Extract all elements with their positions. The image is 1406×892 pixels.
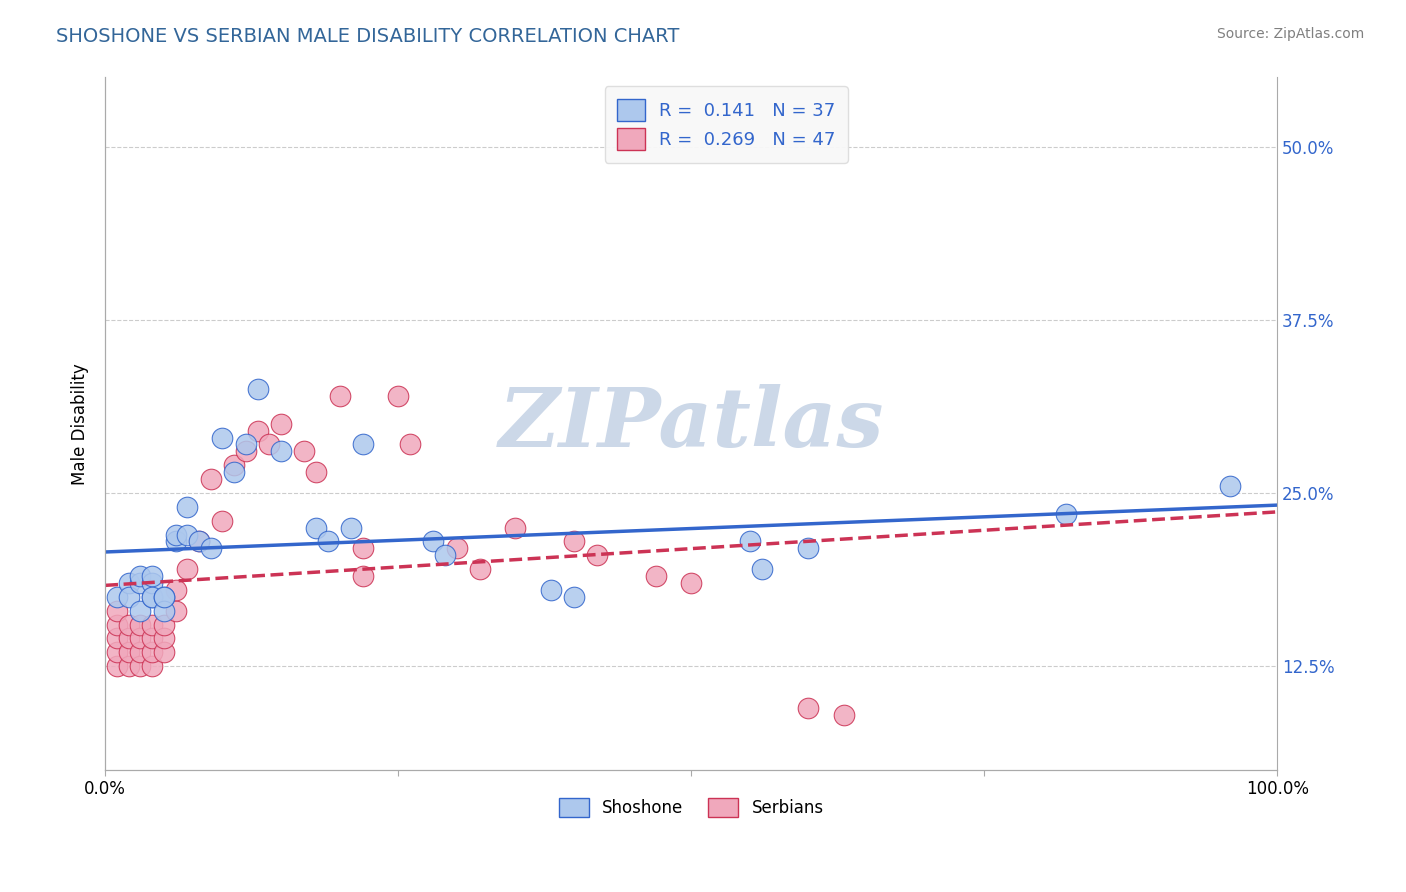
Point [165, 527, 187, 541]
Point [211, 431, 233, 445]
Point [153, 604, 176, 618]
Point [470, 562, 492, 576]
Text: SHOSHONE VS SERBIAN MALE DISABILITY CORRELATION CHART: SHOSHONE VS SERBIAN MALE DISABILITY CORR… [56, 27, 679, 45]
Point [305, 465, 328, 479]
Point [188, 534, 211, 549]
Point [1054, 507, 1077, 521]
Point [118, 645, 141, 659]
Point [235, 444, 257, 458]
Point [200, 472, 222, 486]
Point [586, 549, 609, 563]
Point [422, 534, 444, 549]
Point [118, 617, 141, 632]
Legend: Shoshone, Serbians: Shoshone, Serbians [553, 791, 831, 824]
Point [562, 534, 585, 549]
Point [141, 576, 163, 591]
Point [645, 569, 668, 583]
Point [352, 437, 374, 451]
Point [129, 617, 152, 632]
Point [105, 645, 128, 659]
Point [1219, 479, 1241, 493]
Point [340, 520, 363, 534]
Point [165, 534, 187, 549]
Point [141, 590, 163, 604]
Point [329, 389, 352, 403]
Point [153, 645, 176, 659]
Point [129, 645, 152, 659]
Point [153, 617, 176, 632]
Point [153, 590, 176, 604]
Y-axis label: Male Disability: Male Disability [72, 363, 89, 484]
Point [176, 562, 198, 576]
Point [141, 569, 163, 583]
Point [141, 645, 163, 659]
Point [387, 389, 409, 403]
Point [200, 541, 222, 556]
Point [105, 617, 128, 632]
Point [270, 417, 292, 431]
Point [141, 617, 163, 632]
Point [246, 382, 269, 396]
Point [105, 590, 128, 604]
Point [129, 659, 152, 673]
Point [141, 632, 163, 646]
Point [129, 604, 152, 618]
Point [105, 659, 128, 673]
Point [105, 604, 128, 618]
Point [118, 632, 141, 646]
Point [738, 534, 761, 549]
Point [176, 500, 198, 514]
Point [562, 590, 585, 604]
Point [224, 458, 246, 473]
Point [434, 549, 457, 563]
Point [751, 562, 773, 576]
Point [352, 569, 374, 583]
Point [505, 520, 527, 534]
Point [129, 632, 152, 646]
Point [399, 437, 422, 451]
Point [246, 424, 269, 438]
Point [153, 632, 176, 646]
Point [165, 582, 187, 597]
Text: ZIPatlas: ZIPatlas [499, 384, 884, 464]
Point [165, 604, 187, 618]
Point [118, 576, 141, 591]
Point [105, 632, 128, 646]
Point [270, 444, 292, 458]
Point [129, 569, 152, 583]
Point [224, 465, 246, 479]
Point [188, 534, 211, 549]
Point [129, 576, 152, 591]
Point [316, 534, 339, 549]
Point [352, 541, 374, 556]
Point [211, 514, 233, 528]
Point [797, 700, 820, 714]
Point [832, 707, 855, 722]
Point [118, 590, 141, 604]
Point [797, 541, 820, 556]
Point [681, 576, 703, 591]
Text: Source: ZipAtlas.com: Source: ZipAtlas.com [1216, 27, 1364, 41]
Point [540, 582, 562, 597]
Point [294, 444, 316, 458]
Point [305, 520, 328, 534]
Point [141, 659, 163, 673]
Point [446, 541, 468, 556]
Point [118, 659, 141, 673]
Point [235, 437, 257, 451]
Point [176, 527, 198, 541]
Point [141, 590, 163, 604]
Point [153, 590, 176, 604]
Point [259, 437, 281, 451]
